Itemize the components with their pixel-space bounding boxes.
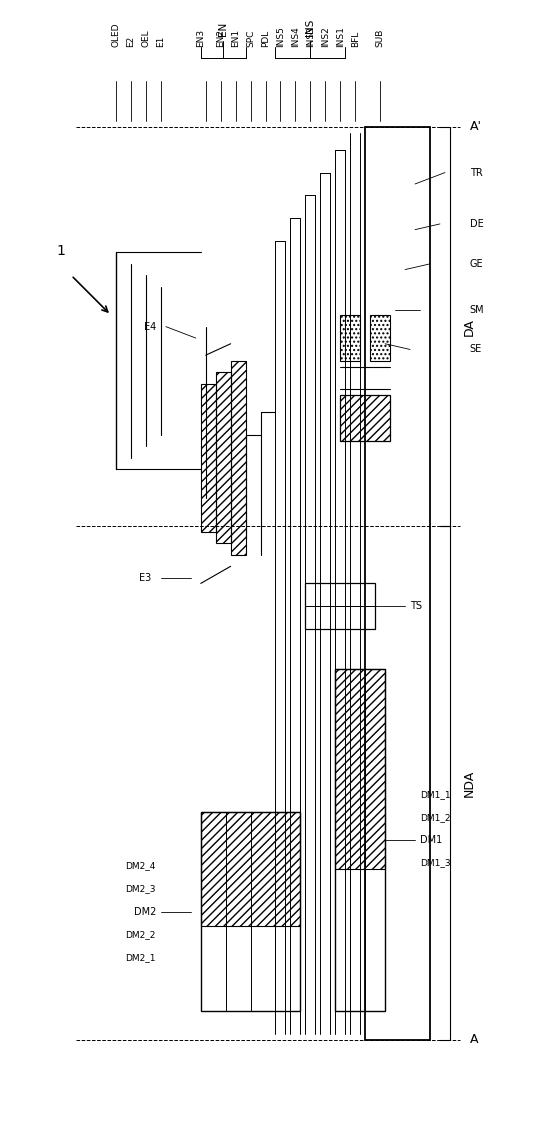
Text: DM1_1: DM1_1: [420, 791, 451, 799]
Text: A: A: [470, 1033, 478, 1047]
Text: DM2_1: DM2_1: [126, 953, 156, 962]
Text: SPC: SPC: [246, 30, 255, 47]
Bar: [336, 669, 385, 868]
Text: INS4: INS4: [291, 26, 300, 47]
Text: EN2: EN2: [216, 29, 225, 47]
Text: INS3: INS3: [306, 26, 315, 47]
Bar: [215, 372, 231, 543]
Text: GE: GE: [470, 259, 483, 269]
Text: DM2_2: DM2_2: [126, 930, 156, 939]
Text: EN3: EN3: [196, 29, 205, 47]
Bar: [365, 127, 430, 1040]
Text: SE: SE: [470, 344, 482, 355]
Text: DM1_2: DM1_2: [420, 813, 451, 821]
Text: EN1: EN1: [231, 29, 240, 47]
Text: DM2_4: DM2_4: [126, 861, 156, 871]
Text: EN: EN: [218, 22, 228, 35]
Bar: [201, 811, 300, 1011]
Text: DM2: DM2: [133, 906, 156, 916]
Text: INS2: INS2: [321, 26, 330, 47]
Text: E1: E1: [156, 35, 165, 47]
Text: SM: SM: [470, 304, 484, 315]
Text: NDA: NDA: [462, 770, 476, 796]
Text: PDL: PDL: [261, 30, 270, 47]
Text: TR: TR: [470, 167, 483, 177]
Text: INS1: INS1: [336, 26, 345, 47]
Text: INS: INS: [305, 18, 315, 35]
Text: E4: E4: [144, 321, 156, 332]
Bar: [341, 395, 390, 440]
Text: INS5: INS5: [276, 26, 285, 47]
Text: DM1: DM1: [420, 835, 442, 845]
Text: DA: DA: [462, 318, 476, 335]
Text: OLED: OLED: [111, 23, 121, 47]
Text: DM2_3: DM2_3: [126, 884, 156, 893]
Bar: [201, 811, 300, 925]
Text: E2: E2: [127, 35, 136, 47]
Text: DM1_3: DM1_3: [420, 858, 451, 867]
Bar: [336, 669, 385, 1011]
Bar: [341, 316, 360, 360]
Bar: [305, 583, 375, 629]
Bar: [231, 360, 246, 555]
Text: DE: DE: [470, 219, 484, 229]
Text: TS: TS: [410, 602, 422, 611]
Text: SUB: SUB: [376, 29, 385, 47]
Text: E3: E3: [139, 573, 151, 582]
Text: A': A': [470, 120, 482, 134]
Bar: [370, 316, 390, 360]
Text: BFL: BFL: [351, 31, 360, 47]
Bar: [201, 383, 215, 532]
Text: OEL: OEL: [142, 30, 150, 47]
Text: 1: 1: [57, 244, 66, 259]
